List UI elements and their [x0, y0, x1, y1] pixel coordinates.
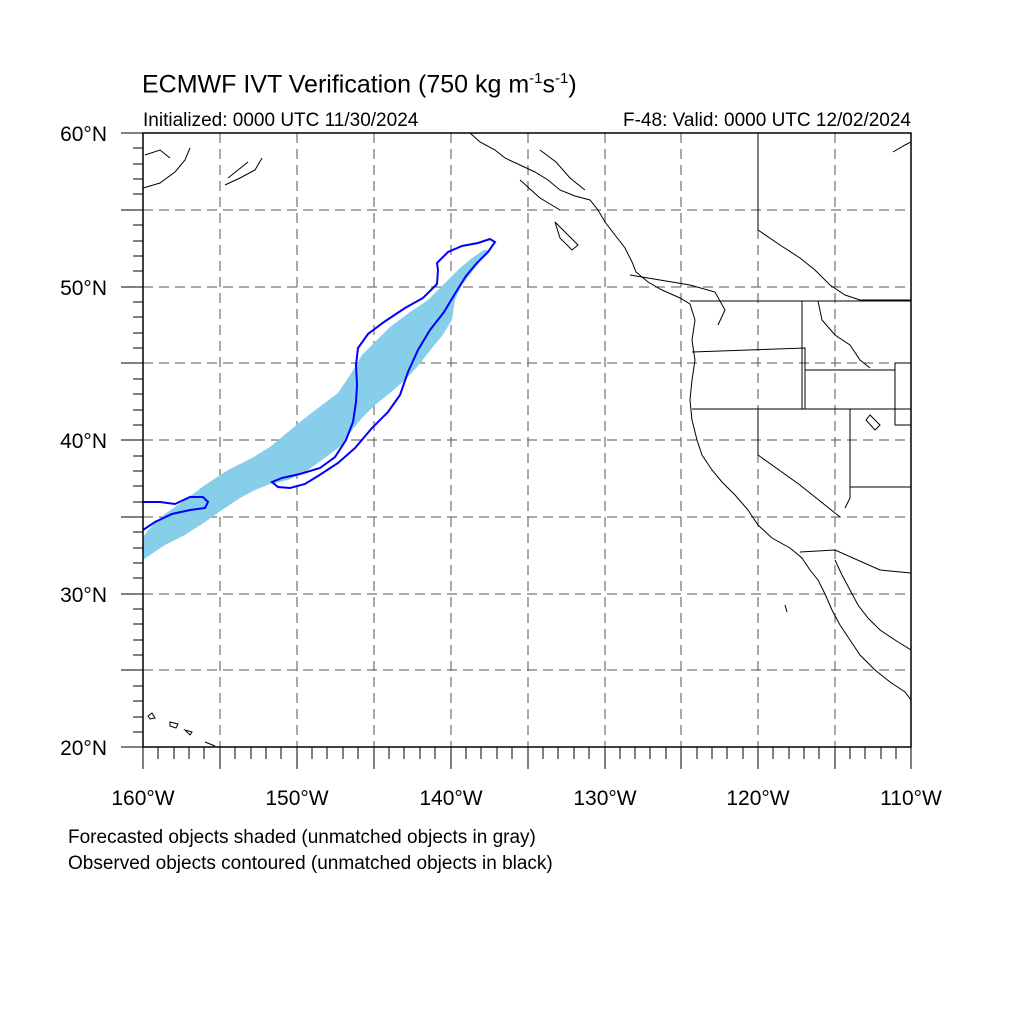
initialized-label: Initialized: 0000 UTC 11/30/2024	[143, 110, 419, 131]
forecast-note: Forecasted objects shaded (unmatched obj…	[68, 827, 536, 848]
coastlines	[143, 133, 911, 747]
forecast-object-shading	[143, 250, 488, 560]
legend-notes: Forecasted objects shaded (unmatched obj…	[68, 825, 553, 877]
valid-time-label: F-48: Valid: 0000 UTC 12/02/2024	[623, 110, 911, 131]
lon-label: 140°W	[419, 787, 482, 810]
observed-note: Observed objects contoured (unmatched ob…	[68, 853, 553, 874]
grid-lines	[143, 133, 911, 747]
lat-label: 60°N	[60, 123, 107, 146]
lat-label: 30°N	[60, 584, 107, 607]
borders	[690, 133, 911, 574]
lat-label: 40°N	[60, 430, 107, 453]
lon-label: 110°W	[880, 787, 942, 810]
lat-ticks	[121, 132, 143, 748]
observed-contour-north	[270, 237, 497, 490]
lon-label: 130°W	[573, 787, 636, 810]
lat-label: 50°N	[60, 277, 107, 300]
map-title: ECMWF IVT Verification (750 kg m-1s-1)	[142, 70, 577, 99]
lat-label: 20°N	[60, 737, 107, 760]
lon-ticks	[142, 747, 912, 769]
lon-label: 150°W	[265, 787, 328, 810]
lon-label: 160°W	[111, 787, 174, 810]
observed-contour-west	[143, 496, 210, 531]
lon-label: 120°W	[726, 787, 789, 810]
